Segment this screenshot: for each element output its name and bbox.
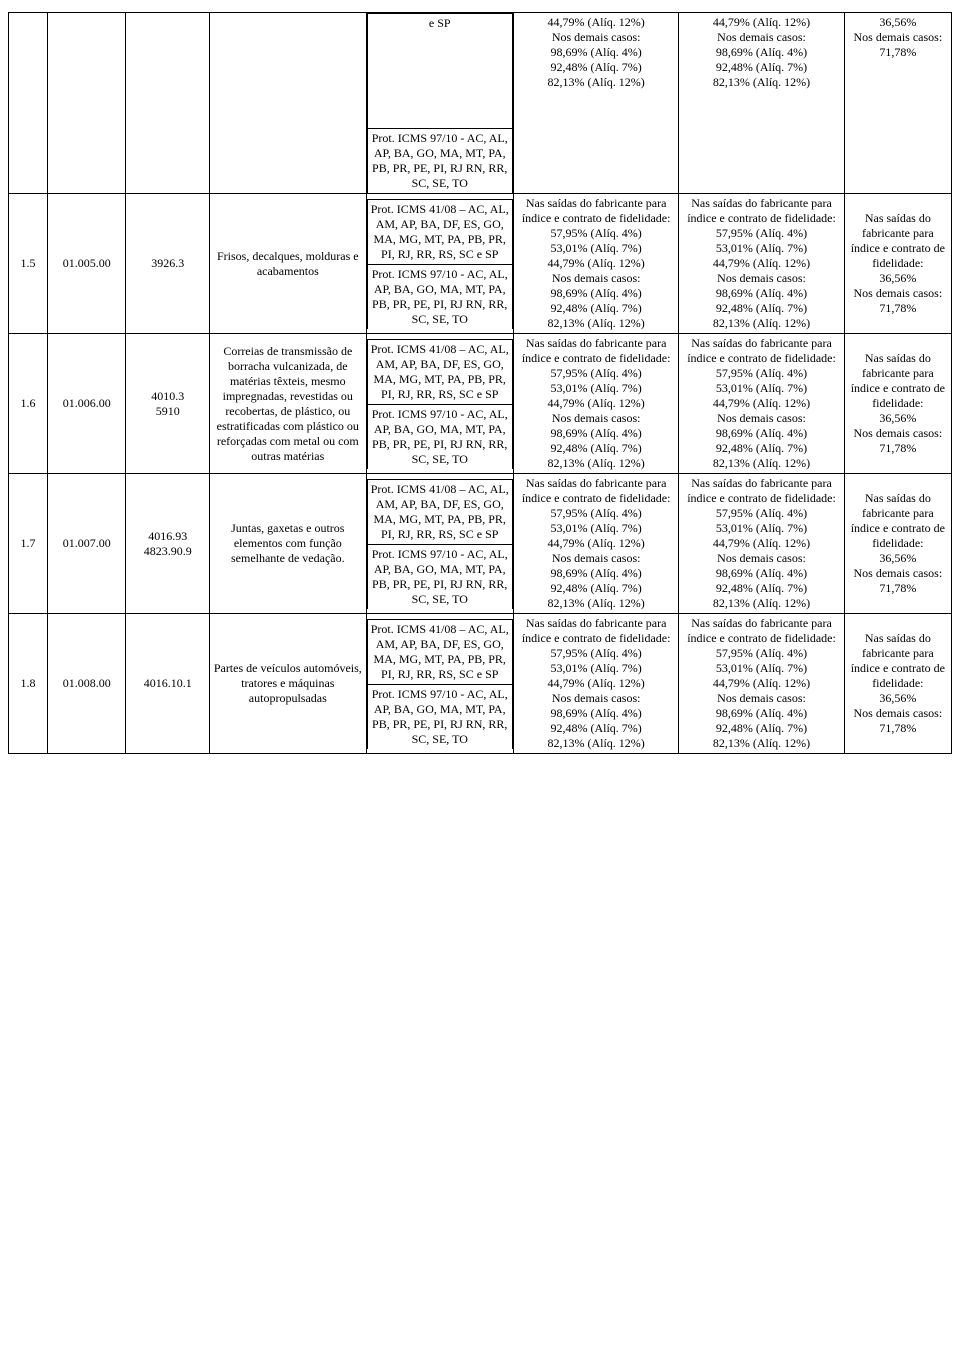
cell-protocols: Prot. ICMS 41/08 – AC, AL, AM, AP, BA, D… (366, 334, 513, 474)
row-1-8: 1.8 01.008.00 4016.10.1 Partes de veícul… (9, 614, 952, 754)
cell-c8: Nas saídas do fabricante para índice e c… (844, 614, 951, 754)
cell-c8: Nas saídas do fabricante para índice e c… (844, 474, 951, 614)
cell-c1: 1.6 (9, 334, 48, 474)
cell-c6: 44,79% (Alíq. 12%) Nos demais casos: 98,… (513, 13, 678, 194)
cell-c2: 01.006.00 (48, 334, 126, 474)
cell-c6: Nas saídas do fabricante para índice e c… (513, 194, 678, 334)
cell-c6: Nas saídas do fabricante para índice e c… (513, 474, 678, 614)
prot-a: Prot. ICMS 41/08 – AC, AL, AM, AP, BA, D… (367, 479, 512, 544)
cell-c2: 01.005.00 (48, 194, 126, 334)
cell-protocols: Prot. ICMS 41/08 – AC, AL, AM, AP, BA, D… (366, 194, 513, 334)
cell-c1: 1.5 (9, 194, 48, 334)
prot-b: Prot. ICMS 97/10 - AC, AL, AP, BA, GO, M… (367, 404, 512, 469)
tax-table: e SP Prot. ICMS 97/10 - AC, AL, AP, BA, … (8, 12, 952, 754)
row-1-5: 1.5 01.005.00 3926.3 Frisos, decalques, … (9, 194, 952, 334)
cell-protocols: e SP Prot. ICMS 97/10 - AC, AL, AP, BA, … (366, 13, 513, 194)
cell-c4: Juntas, gaxetas e outros elementos com f… (210, 474, 366, 614)
cell-protocols: Prot. ICMS 41/08 – AC, AL, AM, AP, BA, D… (366, 614, 513, 754)
cell-c6: Nas saídas do fabricante para índice e c… (513, 614, 678, 754)
prot-a: Prot. ICMS 41/08 – AC, AL, AM, AP, BA, D… (367, 619, 512, 684)
cell-c6: Nas saídas do fabricante para índice e c… (513, 334, 678, 474)
cell-c4: Correias de transmissão de borracha vulc… (210, 334, 366, 474)
cell-c7: Nas saídas do fabricante para índice e c… (679, 334, 844, 474)
prot-b: Prot. ICMS 97/10 - AC, AL, AP, BA, GO, M… (367, 264, 512, 329)
cell-protocols: Prot. ICMS 41/08 – AC, AL, AM, AP, BA, D… (366, 474, 513, 614)
prot-b: Prot. ICMS 97/10 - AC, AL, AP, BA, GO, M… (367, 684, 512, 749)
cell-c1: 1.8 (9, 614, 48, 754)
cell-c8: Nas saídas do fabricante para índice e c… (844, 194, 951, 334)
cell-c2: 01.007.00 (48, 474, 126, 614)
prot-b: Prot. ICMS 97/10 - AC, AL, AP, BA, GO, M… (367, 544, 512, 609)
prot-a: Prot. ICMS 41/08 – AC, AL, AM, AP, BA, D… (367, 199, 512, 264)
row-1-7: 1.7 01.007.00 4016.93 4823.90.9 Juntas, … (9, 474, 952, 614)
cell-c4: Partes de veículos automóveis, tratores … (210, 614, 366, 754)
prot-a-tail: e SP (367, 14, 512, 129)
cell-c3 (126, 13, 210, 194)
cell-c7: Nas saídas do fabricante para índice e c… (679, 474, 844, 614)
cell-c3: 3926.3 (126, 194, 210, 334)
cell-c3: 4016.93 4823.90.9 (126, 474, 210, 614)
cell-c7: Nas saídas do fabricante para índice e c… (679, 194, 844, 334)
cell-c8: Nas saídas do fabricante para índice e c… (844, 334, 951, 474)
row-1-6: 1.6 01.006.00 4010.3 5910 Correias de tr… (9, 334, 952, 474)
row-top-continuation: e SP Prot. ICMS 97/10 - AC, AL, AP, BA, … (9, 13, 952, 194)
cell-c3: 4016.10.1 (126, 614, 210, 754)
cell-c3: 4010.3 5910 (126, 334, 210, 474)
cell-c2 (48, 13, 126, 194)
prot-a: Prot. ICMS 41/08 – AC, AL, AM, AP, BA, D… (367, 339, 512, 404)
cell-c8: 36,56% Nos demais casos: 71,78% (844, 13, 951, 194)
cell-c4: Frisos, decalques, molduras e acabamento… (210, 194, 366, 334)
cell-c1: 1.7 (9, 474, 48, 614)
cell-c4 (210, 13, 366, 194)
cell-c2: 01.008.00 (48, 614, 126, 754)
cell-c1 (9, 13, 48, 194)
prot-b: Prot. ICMS 97/10 - AC, AL, AP, BA, GO, M… (367, 129, 512, 194)
cell-c7: Nas saídas do fabricante para índice e c… (679, 614, 844, 754)
cell-c7: 44,79% (Alíq. 12%) Nos demais casos: 98,… (679, 13, 844, 194)
